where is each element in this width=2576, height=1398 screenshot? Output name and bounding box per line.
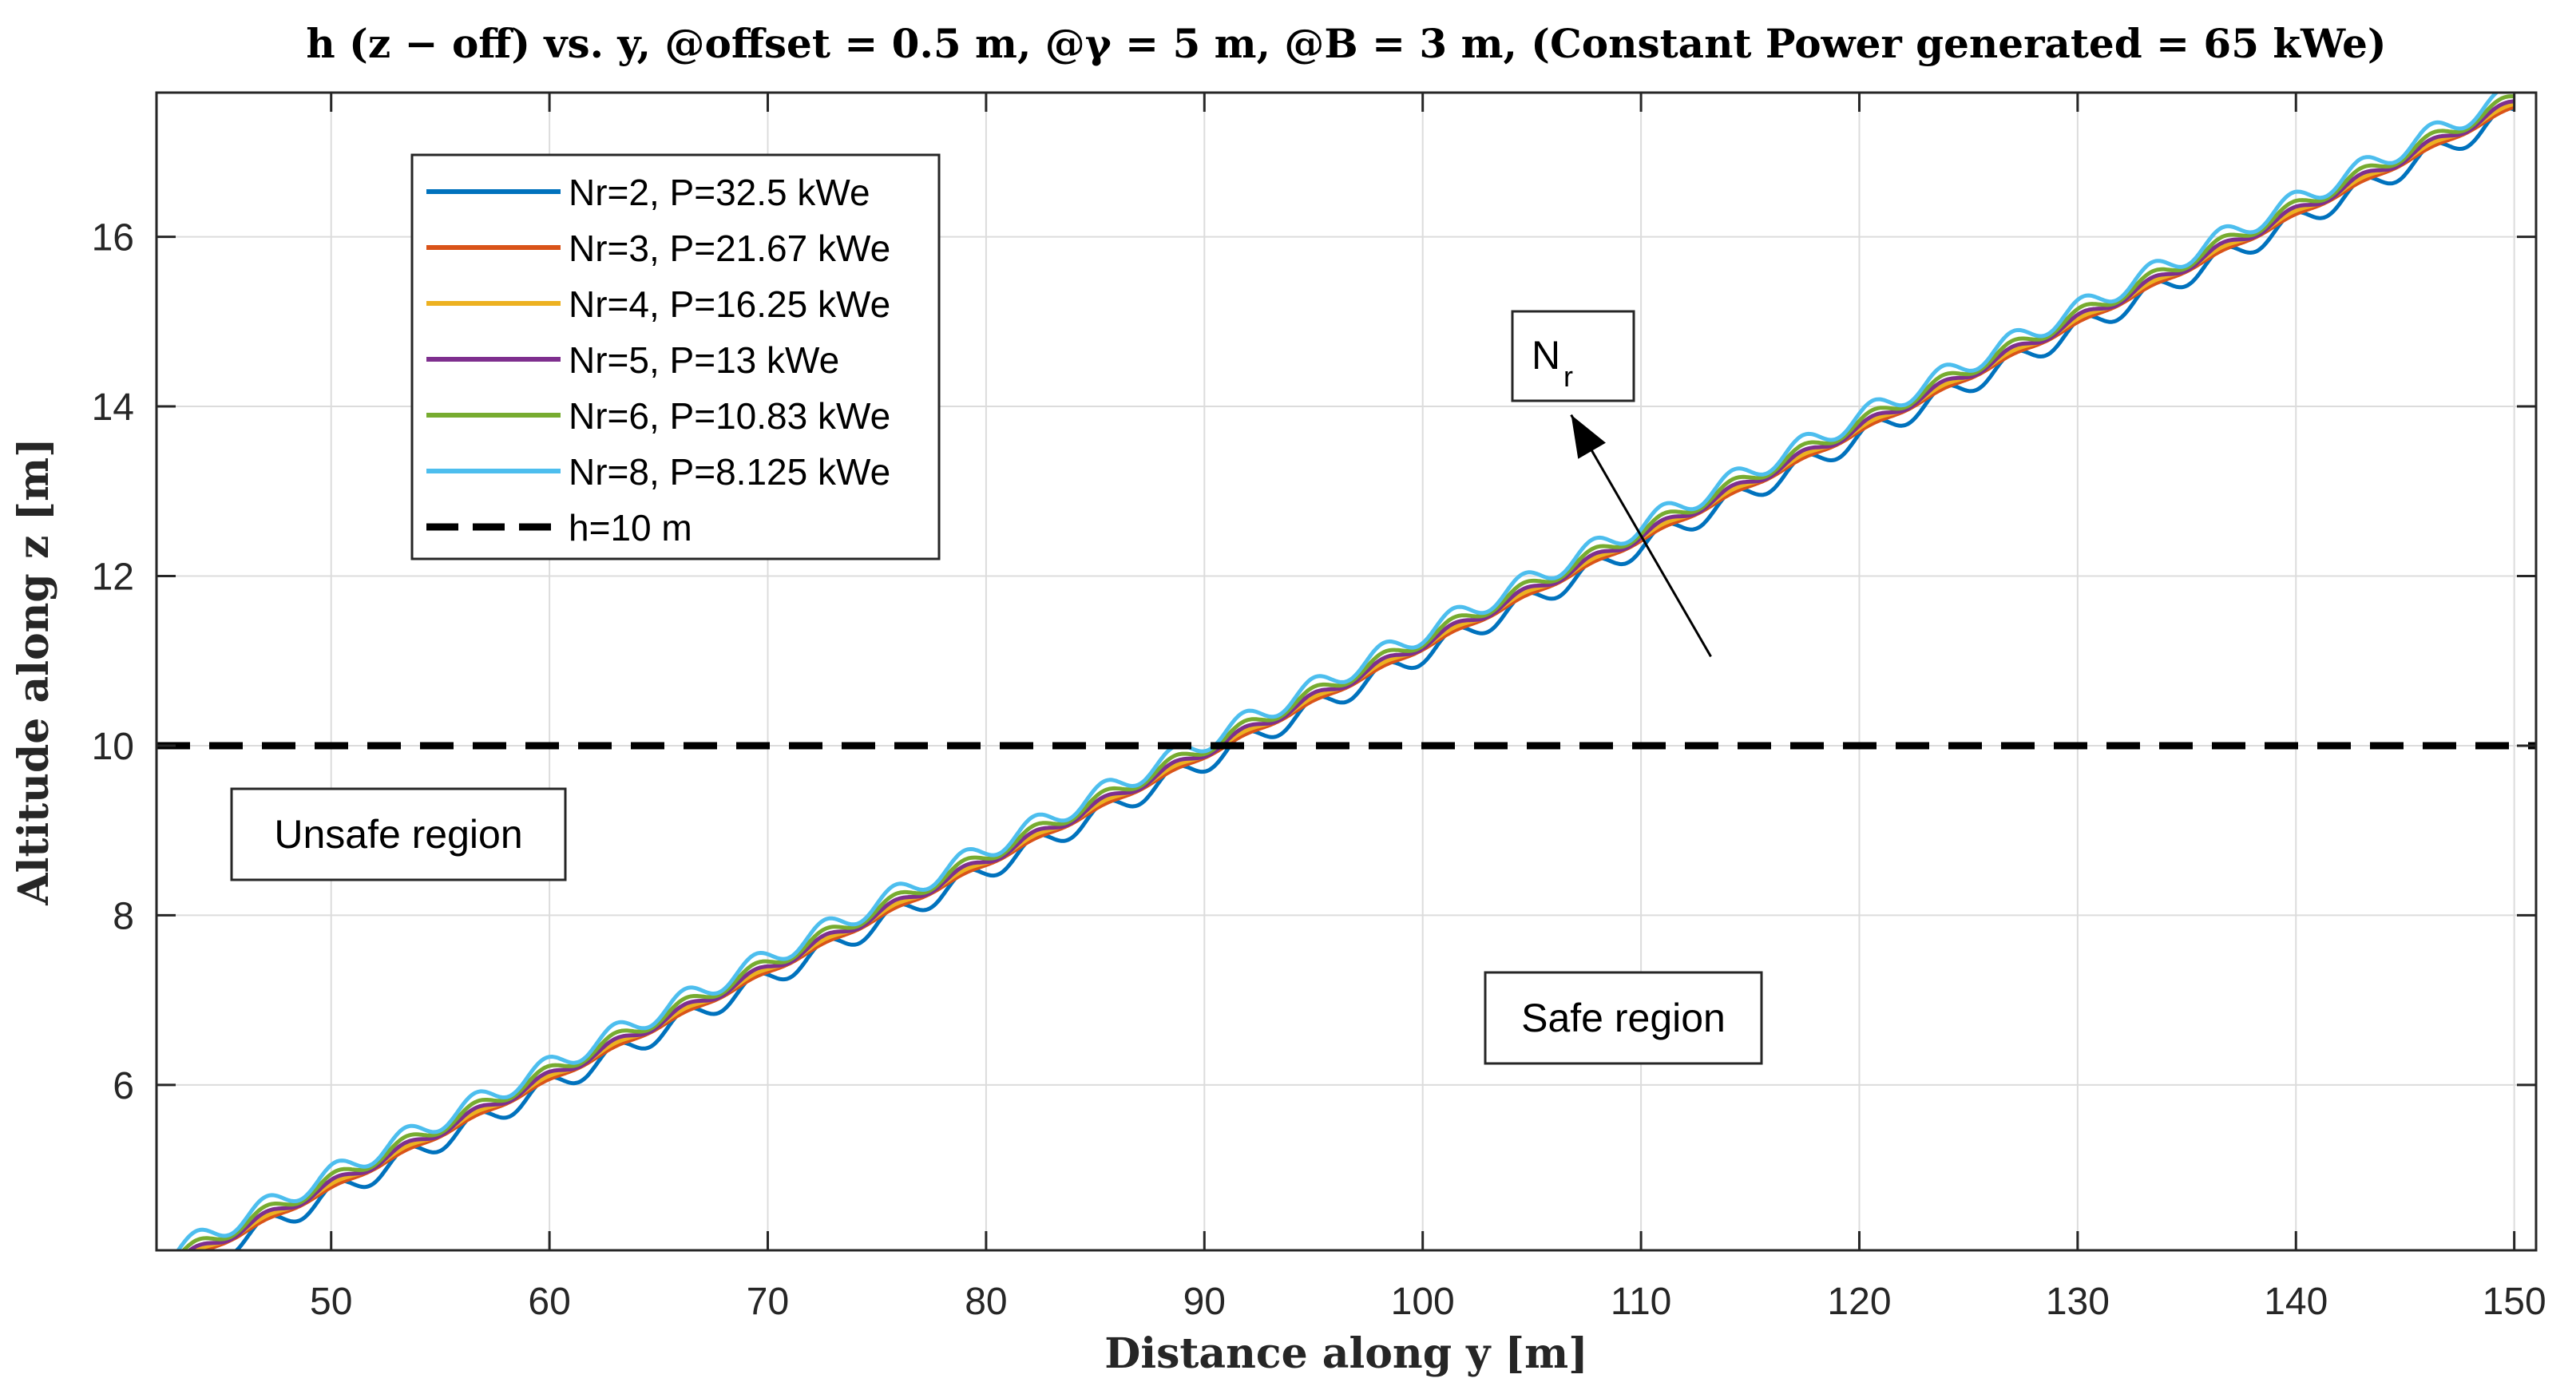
legend-label: Nr=6, P=10.83 kWe <box>569 395 890 437</box>
y-tick-label: 16 <box>92 217 134 259</box>
x-tick-label: 140 <box>2264 1281 2328 1323</box>
series-line <box>194 106 2515 1250</box>
y-tick-label: 8 <box>113 895 134 937</box>
chart-title: h (z − off) vs. y, @offset = 0.5 m, @γ =… <box>306 20 2386 67</box>
x-tick-label: 50 <box>310 1281 352 1323</box>
y-tick-label: 10 <box>92 726 134 768</box>
legend-label: Nr=3, P=21.67 kWe <box>569 228 890 269</box>
grid <box>157 93 2536 1250</box>
series-line <box>180 94 2515 1250</box>
nr-label-main: N <box>1532 333 1560 378</box>
legend: Nr=2, P=32.5 kWe Nr=3, P=21.67 kWe Nr=4, P… <box>410 153 941 560</box>
nr-label-box <box>1511 310 1635 402</box>
series-line <box>186 99 2515 1250</box>
tick-labels: 50 60 70 80 90 100 110 120 130 140 150 6 8 10 12 14 16 <box>92 217 2546 1323</box>
series-line <box>176 93 2500 1250</box>
legend-label: Nr=4, P=16.25 kWe <box>569 283 890 325</box>
y-tick-label: 14 <box>92 386 134 429</box>
x-tick-label: 90 <box>1183 1281 1226 1323</box>
safe-region-box <box>1484 971 1763 1065</box>
nr-label-subscript: r <box>1563 360 1573 393</box>
y-axis-label: Altitude along z [m] <box>10 438 58 906</box>
annotations: Unsafe region Safe region N r <box>230 310 1763 1065</box>
x-axis-label: Distance along y [m] <box>1104 1329 1587 1378</box>
axis-ticks <box>157 93 2536 1250</box>
safe-region-label: Safe region <box>1521 996 1726 1040</box>
unsafe-region-box <box>230 787 567 881</box>
x-tick-label: 110 <box>1611 1281 1672 1323</box>
x-tick-label: 60 <box>528 1281 570 1323</box>
x-tick-label: 80 <box>965 1281 1007 1323</box>
y-tick-label: 12 <box>92 556 134 598</box>
legend-label: Nr=5, P=13 kWe <box>569 339 839 381</box>
x-tick-label: 120 <box>1827 1281 1891 1323</box>
x-tick-label: 100 <box>1391 1281 1455 1323</box>
nr-arrow-shaft <box>1570 414 1712 658</box>
unsafe-region-label: Unsafe region <box>274 812 522 857</box>
legend-label: h=10 m <box>569 507 692 549</box>
plot-frame <box>155 91 2538 1252</box>
nr-arrow-head <box>1571 414 1606 459</box>
x-tick-label: 150 <box>2483 1281 2546 1323</box>
legend-label: Nr=8, P=8.125 kWe <box>569 451 890 493</box>
y-tick-label: 6 <box>113 1065 134 1107</box>
data-lines <box>157 93 2536 1250</box>
x-tick-label: 130 <box>2046 1281 2110 1323</box>
x-tick-label: 70 <box>747 1281 789 1323</box>
legend-label: Nr=2, P=32.5 kWe <box>569 172 870 213</box>
